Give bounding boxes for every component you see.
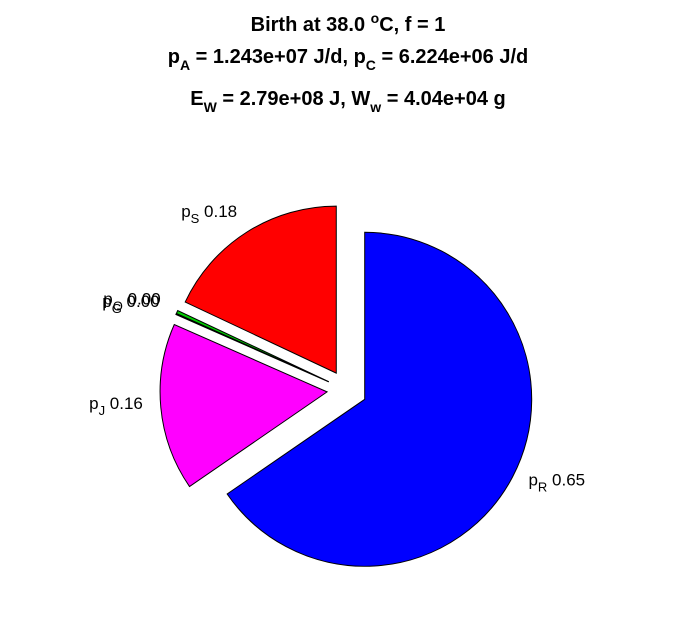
slice-label-r: pR 0.65 <box>528 470 585 494</box>
slice-label-o: pO 0.00 <box>103 289 160 313</box>
slice-label-g: pG 0.00 <box>102 292 159 316</box>
slice-label-s: pS 0.18 <box>181 202 237 226</box>
slice-label-j: pJ 0.16 <box>89 394 143 418</box>
title-line-1: Birth at 38.0 oC, f = 1 <box>251 10 446 36</box>
title-line-3: EW = 2.79e+08 J, Ww = 4.04e+04 g <box>190 88 505 115</box>
pie-slices <box>159 205 533 567</box>
pie-slice-s <box>184 205 337 374</box>
pie-slice-r <box>226 231 533 567</box>
pie-slice-o <box>175 309 330 383</box>
chart-title: Birth at 38.0 oC, f = 1 pA = 1.243e+07 J… <box>168 10 529 115</box>
pie-slice-j <box>159 323 329 488</box>
title-line-2: pA = 1.243e+07 J/d, pC = 6.224e+06 J/d <box>168 46 529 73</box>
